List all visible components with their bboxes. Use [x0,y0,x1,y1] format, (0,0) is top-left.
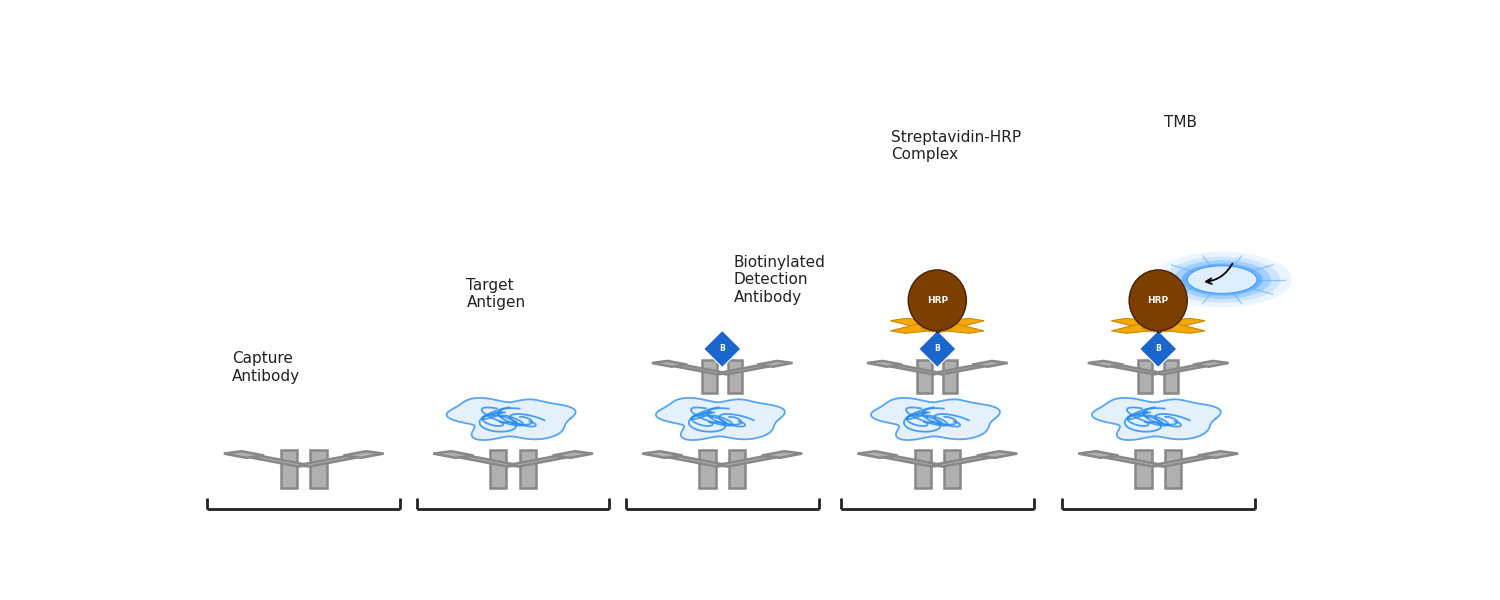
Polygon shape [890,365,942,374]
Polygon shape [459,456,519,467]
FancyBboxPatch shape [1138,360,1152,393]
Polygon shape [507,456,567,467]
FancyBboxPatch shape [918,360,932,393]
FancyBboxPatch shape [729,451,746,488]
Ellipse shape [1173,260,1270,299]
Polygon shape [552,451,592,458]
FancyBboxPatch shape [728,360,742,393]
Polygon shape [704,331,741,367]
Polygon shape [1142,319,1204,328]
Polygon shape [1110,365,1162,374]
Ellipse shape [1164,257,1280,303]
Polygon shape [932,456,992,467]
FancyBboxPatch shape [699,451,715,488]
FancyBboxPatch shape [1136,451,1152,488]
Polygon shape [675,365,728,374]
Polygon shape [652,361,687,367]
Polygon shape [717,456,776,467]
Polygon shape [251,456,309,467]
FancyBboxPatch shape [1164,451,1180,488]
Polygon shape [933,365,986,374]
Polygon shape [1198,451,1237,458]
FancyBboxPatch shape [490,451,507,488]
Polygon shape [972,361,1008,367]
Polygon shape [717,365,770,374]
Circle shape [1142,319,1174,332]
Polygon shape [976,451,1017,458]
Ellipse shape [1152,252,1292,307]
FancyBboxPatch shape [702,360,717,393]
Polygon shape [1104,456,1164,467]
Polygon shape [1142,323,1204,333]
Polygon shape [344,451,384,458]
Text: TMB: TMB [1164,115,1197,130]
Text: Target
Antigen: Target Antigen [466,278,525,310]
Text: B: B [1155,326,1161,335]
FancyBboxPatch shape [310,451,327,488]
Text: B: B [934,326,940,335]
Polygon shape [669,456,728,467]
Ellipse shape [1182,263,1263,296]
Text: A: A [934,317,940,326]
Polygon shape [1192,361,1228,367]
Text: Capture
Antibody: Capture Antibody [231,352,300,384]
Text: B: B [720,344,724,353]
Polygon shape [447,398,576,440]
FancyBboxPatch shape [944,360,957,393]
Ellipse shape [1188,266,1257,293]
FancyBboxPatch shape [1164,360,1178,393]
Polygon shape [1154,365,1206,374]
Polygon shape [224,451,264,458]
Polygon shape [298,456,357,467]
Polygon shape [656,398,784,440]
Text: B: B [1155,344,1161,353]
Ellipse shape [908,270,966,331]
Polygon shape [642,451,682,458]
Polygon shape [871,398,1000,440]
FancyBboxPatch shape [280,451,297,488]
Polygon shape [1088,361,1124,367]
Polygon shape [433,451,474,458]
Polygon shape [1154,456,1212,467]
Polygon shape [891,323,954,333]
Polygon shape [1092,398,1221,440]
Polygon shape [921,323,984,333]
Circle shape [921,319,954,332]
Polygon shape [1112,323,1174,333]
FancyBboxPatch shape [519,451,536,488]
Polygon shape [921,319,984,328]
Text: Streptavidin-HRP
Complex: Streptavidin-HRP Complex [891,130,1022,162]
Ellipse shape [1130,270,1188,331]
Polygon shape [1140,331,1178,367]
Text: Biotinylated
Detection
Antibody: Biotinylated Detection Antibody [734,255,825,305]
FancyBboxPatch shape [944,451,960,488]
Text: HRP: HRP [1148,296,1168,305]
Polygon shape [758,361,792,367]
Polygon shape [1112,319,1174,328]
Polygon shape [867,361,903,367]
Polygon shape [762,451,802,458]
Text: A: A [1155,317,1161,326]
Text: B: B [934,344,940,353]
Text: HRP: HRP [927,296,948,305]
Polygon shape [858,451,897,458]
Polygon shape [1078,451,1119,458]
FancyBboxPatch shape [915,451,932,488]
Polygon shape [918,331,956,367]
Polygon shape [884,456,942,467]
Polygon shape [891,319,954,328]
